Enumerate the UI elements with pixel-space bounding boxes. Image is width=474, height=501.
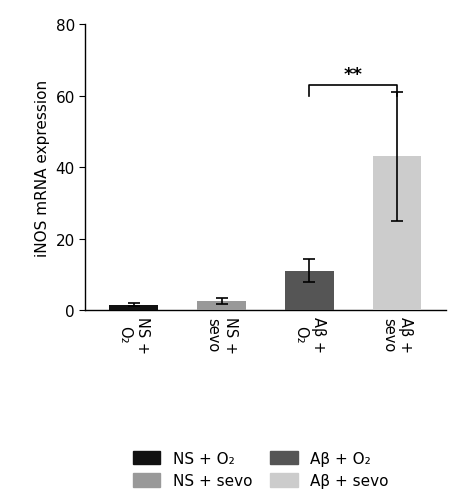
Bar: [109, 305, 158, 311]
Bar: [285, 272, 334, 311]
Bar: [373, 157, 421, 311]
Bar: [197, 302, 246, 311]
Text: **: **: [344, 66, 363, 84]
Y-axis label: iNOS mRNA expression: iNOS mRNA expression: [35, 80, 50, 256]
Legend: NS + O₂, NS + sevo, Aβ + O₂, Aβ + sevo: NS + O₂, NS + sevo, Aβ + O₂, Aβ + sevo: [133, 451, 389, 488]
